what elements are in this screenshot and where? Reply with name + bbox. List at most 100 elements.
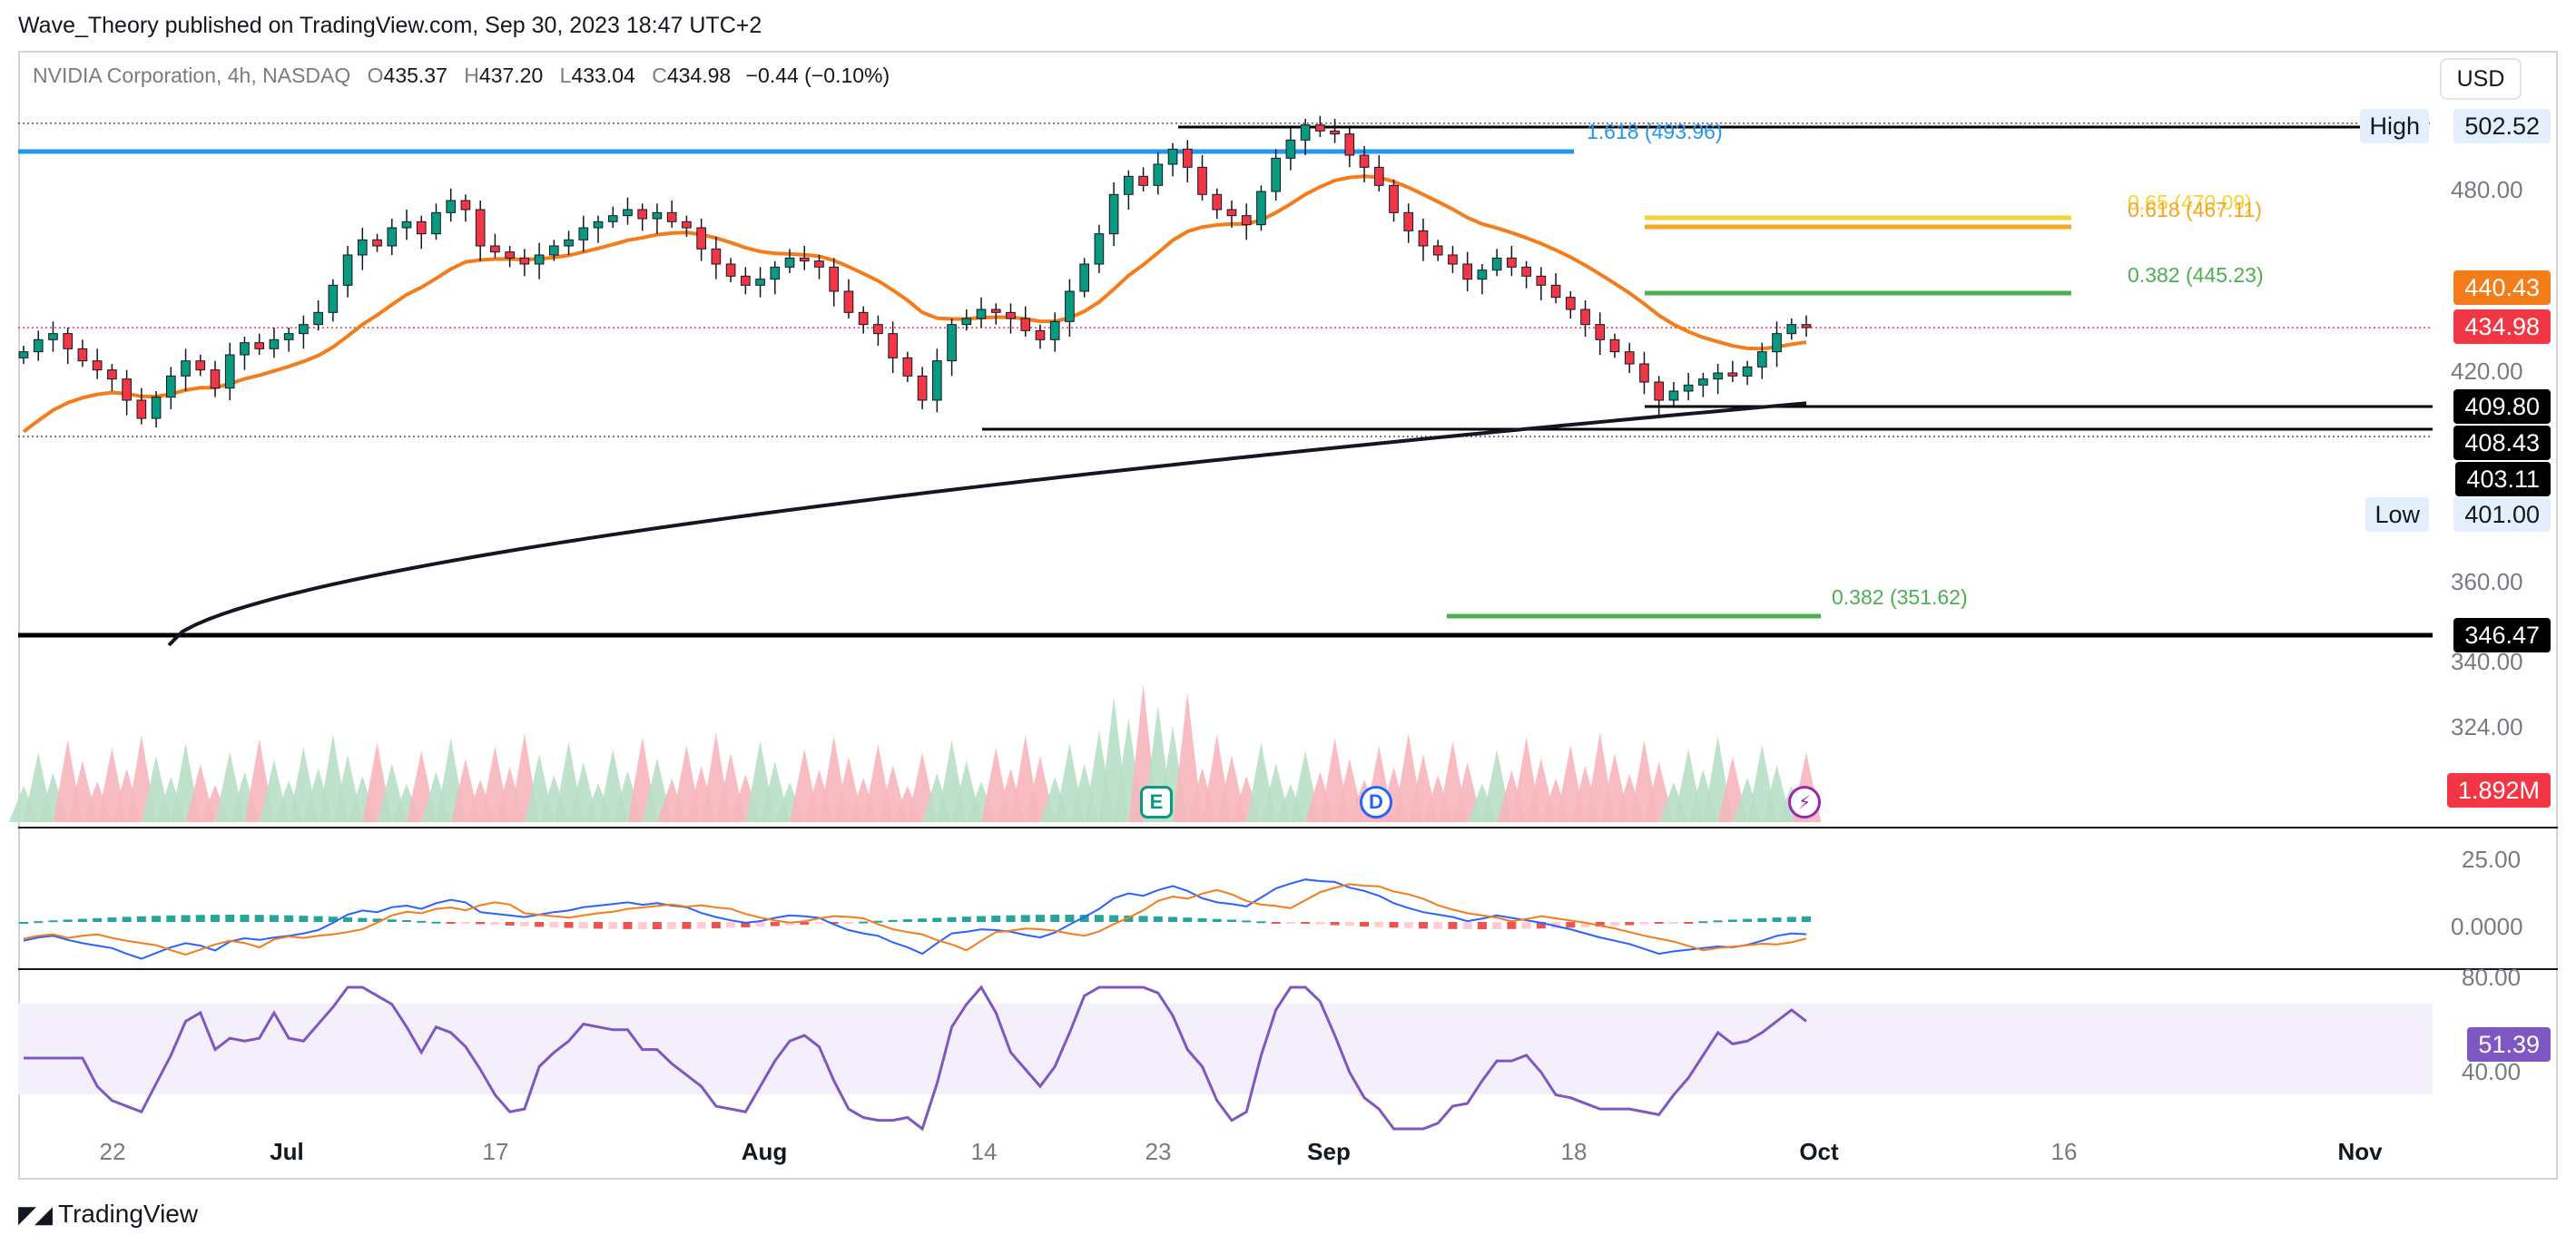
macd-histogram-bar	[594, 922, 604, 929]
rsi-band	[18, 1004, 2433, 1094]
candle-body	[902, 357, 913, 377]
macd-histogram-bar	[1448, 922, 1458, 929]
macd-histogram-bar	[1315, 922, 1325, 925]
macd-histogram-bar	[372, 918, 382, 922]
macd-histogram-bar	[1536, 922, 1546, 929]
candle-body	[1271, 157, 1281, 192]
candle-body	[814, 260, 824, 268]
macd-histogram-bar	[1050, 915, 1060, 922]
candle-body	[666, 211, 677, 222]
macd-histogram-bar	[1065, 915, 1075, 922]
candle-body	[357, 239, 368, 256]
earnings-event-icon[interactable]: E	[1140, 786, 1173, 819]
macd-histogram-bar	[1698, 921, 1708, 924]
macd-histogram-bar	[1580, 922, 1590, 927]
time-tick: Nov	[2337, 1138, 2383, 1165]
candle-body	[313, 311, 323, 326]
candle-body	[1094, 233, 1105, 265]
macd-histogram-bar	[1079, 915, 1089, 922]
high-price-label: 502.52	[2453, 109, 2551, 143]
macd-histogram-bar	[652, 922, 662, 929]
price-tick: 420.00	[2451, 358, 2523, 385]
candle-body	[1389, 184, 1399, 213]
macd-histogram-bar	[417, 920, 427, 923]
candle-body	[1049, 320, 1060, 340]
time-tick: 22	[99, 1138, 126, 1165]
candle-body	[1756, 351, 1767, 368]
macd-histogram-bar	[770, 922, 780, 926]
macd-histogram-bar	[859, 921, 869, 924]
macd-histogram-bar	[932, 917, 942, 922]
candle-body	[1448, 254, 1458, 265]
high-value: 437.20	[478, 64, 544, 87]
macd-histogram-bar	[431, 921, 441, 924]
symbol-title: NVIDIA Corporation, 4h, NASDAQ	[33, 64, 351, 87]
candle-body	[1477, 270, 1488, 280]
macd-histogram-bar	[1035, 915, 1045, 922]
candle-body	[534, 254, 545, 265]
macd-histogram-bar	[446, 922, 456, 924]
candle-body	[372, 239, 382, 247]
open-value: 435.37	[383, 64, 447, 87]
price-tick: 360.00	[2451, 568, 2523, 595]
candle-body	[1079, 263, 1089, 292]
candle-body	[1330, 130, 1340, 135]
price-tick: 340.00	[2451, 648, 2523, 675]
macd-histogram-bar	[1153, 916, 1163, 922]
macd-histogram-bar	[1684, 922, 1694, 924]
split-event-icon[interactable]: ⚡	[1788, 786, 1821, 819]
candle-body	[1698, 378, 1708, 386]
rsi-line	[24, 985, 1807, 1132]
macd-histogram-bar	[1772, 917, 1782, 922]
candle-body	[195, 360, 206, 371]
macd-histogram-bar	[1360, 922, 1370, 927]
macd-histogram-bar	[1168, 917, 1178, 922]
macd-histogram-bar	[284, 915, 294, 922]
macd-histogram-bar	[1389, 922, 1399, 928]
time-tick: 16	[2050, 1138, 2078, 1165]
macd-histogram-bar	[918, 918, 928, 922]
candle-body	[1521, 266, 1531, 277]
candle-body	[1138, 175, 1148, 186]
macd-histogram-bar	[902, 919, 912, 922]
macd-histogram-bar	[1713, 920, 1723, 923]
close-value: 434.98	[666, 64, 732, 87]
candle-body	[328, 284, 339, 313]
low-price-label: 401.00	[2453, 497, 2551, 532]
candle-body	[342, 254, 353, 286]
macd-histogram-bar	[829, 922, 839, 924]
dividend-event-icon[interactable]: D	[1360, 786, 1392, 819]
currency-button[interactable]: USD	[2440, 58, 2522, 100]
ema-line	[22, 174, 1807, 434]
candle-body	[1241, 215, 1252, 226]
candle-body	[1065, 290, 1075, 322]
macd-histogram-bar	[1595, 922, 1605, 927]
candle-body	[1639, 363, 1649, 383]
candle-body	[240, 342, 250, 356]
macd-histogram-bar	[1654, 922, 1664, 924]
candle-body	[1772, 333, 1782, 353]
chart-frame	[18, 51, 2558, 1180]
candle-body	[932, 360, 942, 401]
price-tick: 324.00	[2451, 713, 2523, 740]
candle-body	[843, 290, 854, 313]
high-word-label: High	[2360, 109, 2429, 143]
candle-body	[1786, 324, 1797, 335]
candle-body	[299, 324, 309, 335]
macd-histogram-bar	[211, 915, 221, 922]
macd-histogram-bar	[107, 917, 117, 922]
macd-histogram-bar	[1492, 922, 1502, 929]
candle-body	[1595, 324, 1606, 340]
sma-line	[167, 401, 1807, 647]
level-label: 409.80	[2453, 389, 2551, 424]
macd-histogram-bar	[843, 922, 853, 924]
macd-histogram-bar	[93, 917, 103, 922]
candle-body	[1491, 257, 1502, 271]
macd-histogram-bar	[1330, 922, 1340, 926]
macd-histogram-bar	[564, 922, 574, 928]
macd-histogram-bar	[977, 916, 987, 922]
candle-body	[283, 333, 294, 340]
macd-histogram-bar	[476, 922, 486, 925]
macd-histogram-bar	[1802, 916, 1811, 922]
